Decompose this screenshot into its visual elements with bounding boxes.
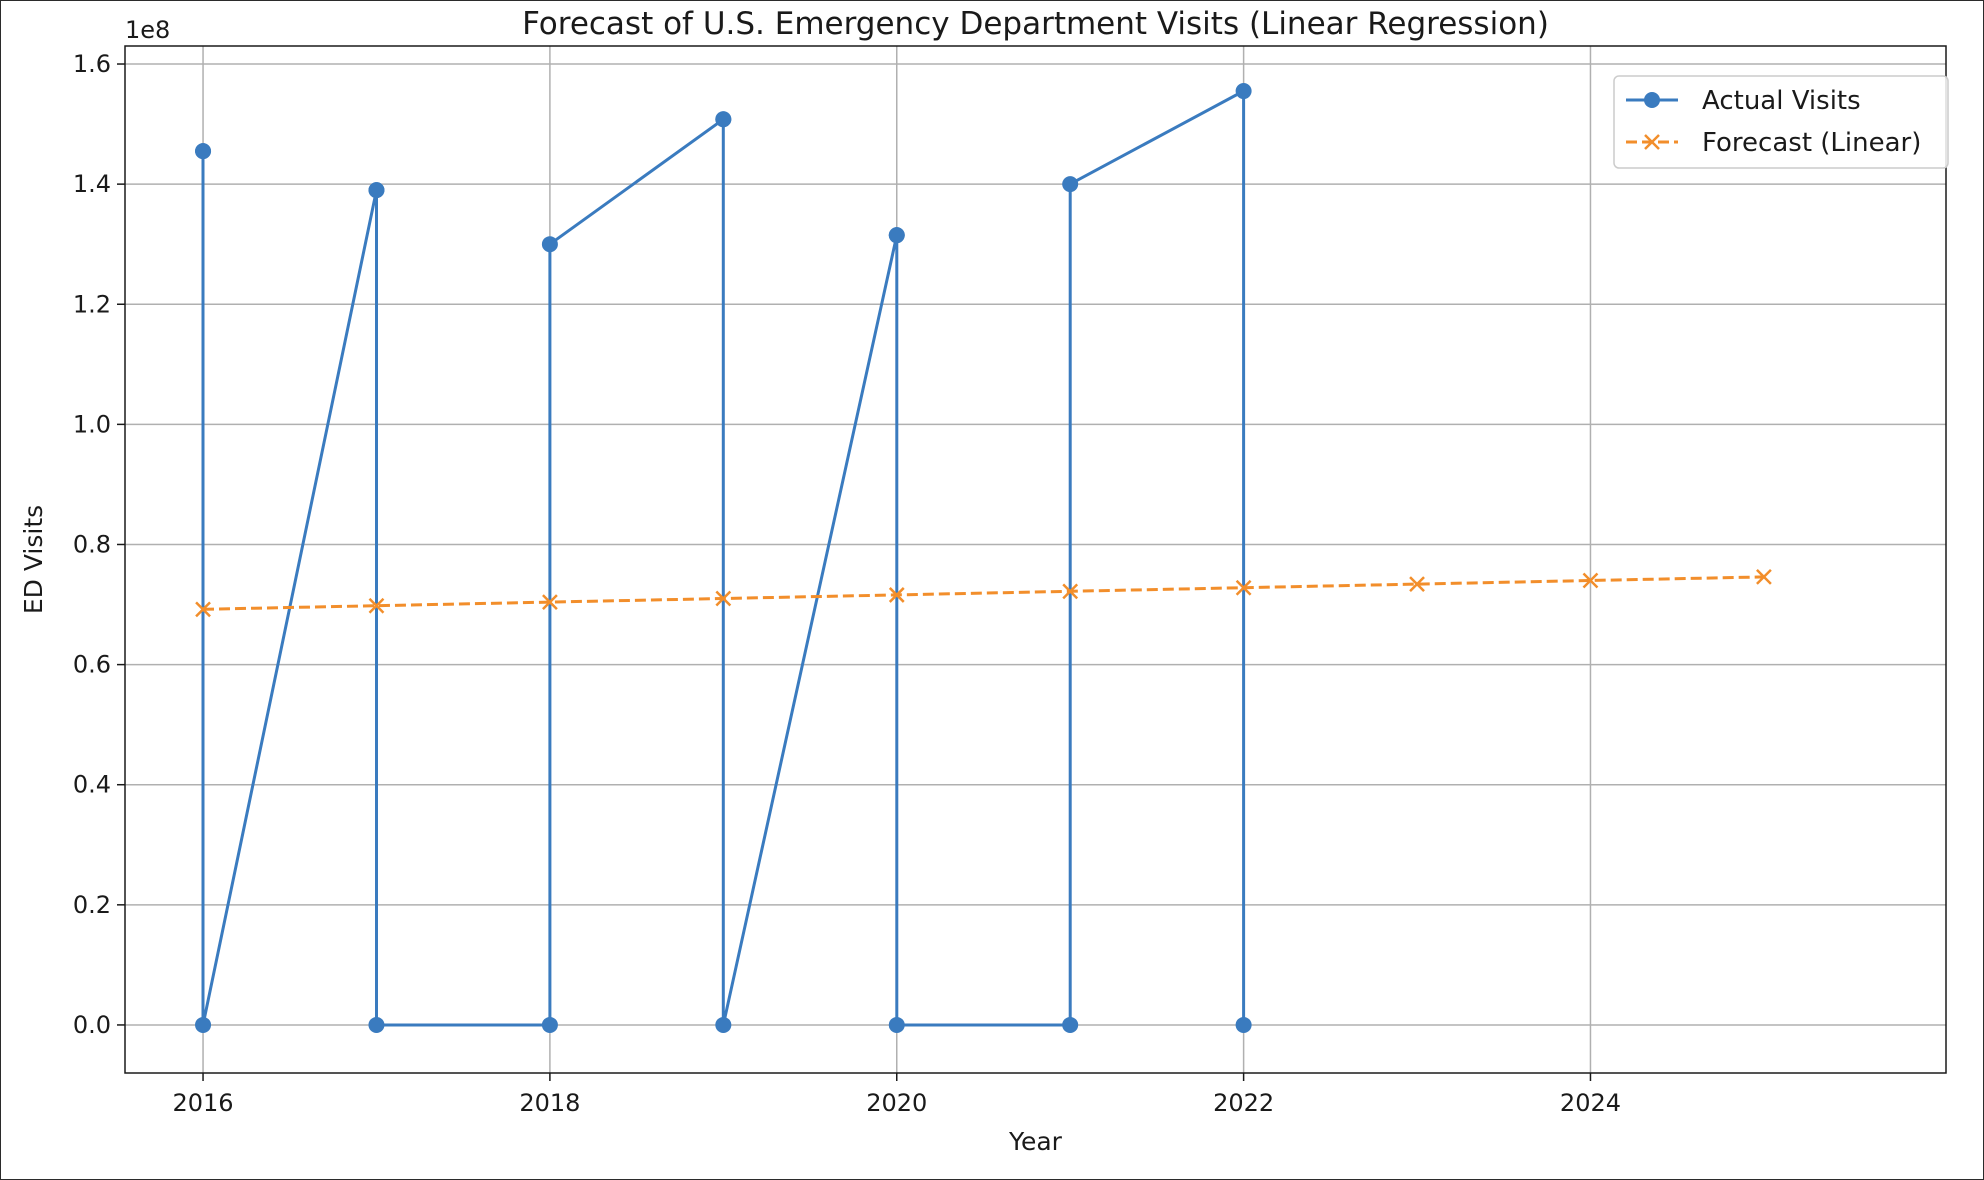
data-point — [1582, 572, 1599, 589]
y-tick-label: 0.8 — [73, 530, 111, 558]
chart-title: Forecast of U.S. Emergency Department Vi… — [522, 6, 1549, 42]
x-tick-label: 2020 — [866, 1089, 927, 1117]
y-tick-label: 0.6 — [73, 651, 111, 679]
grid-lines — [125, 46, 1946, 1073]
x-axis-label: Year — [1008, 1127, 1063, 1156]
series-layer — [195, 83, 1772, 1033]
data-point — [1756, 569, 1772, 585]
x-tick-label: 2018 — [519, 1089, 580, 1117]
data-point — [195, 143, 212, 160]
legend-item: Actual Visits — [1626, 86, 1861, 116]
data-point — [541, 1016, 558, 1033]
data-point — [1235, 1016, 1252, 1033]
series-line — [202, 575, 1764, 611]
plot-border — [124, 45, 1947, 1074]
data-point — [888, 227, 905, 244]
series-forecast-linear — [195, 569, 1772, 618]
data-point — [541, 236, 558, 253]
y-tick-label: 1.6 — [73, 50, 111, 78]
data-point — [368, 597, 385, 614]
legend-marker — [1644, 92, 1660, 108]
legend-label: Actual Visits — [1702, 86, 1861, 116]
data-point — [368, 1016, 385, 1033]
data-point — [888, 1016, 905, 1033]
y-tick-label: 0.4 — [73, 771, 111, 799]
data-point — [195, 601, 211, 618]
data-point — [1235, 83, 1252, 100]
data-point — [715, 1016, 732, 1033]
data-point — [1062, 583, 1079, 600]
series-line — [201, 89, 1246, 1027]
legend-label: Forecast (Linear) — [1702, 128, 1921, 158]
y-tick-label: 1.2 — [73, 290, 111, 318]
x-tick-label: 2016 — [173, 1089, 234, 1117]
x-axis-ticks: 2016 2018 2020 2022 2024 — [173, 1073, 1621, 1117]
legend-marker — [1644, 134, 1660, 150]
legend: Actual Visits Forecast (Linear) — [1613, 75, 1949, 169]
y-axis-label: ED Visits — [19, 505, 48, 614]
legend-box — [1613, 75, 1949, 169]
legend-item: Forecast (Linear) — [1626, 128, 1921, 158]
data-point — [542, 594, 558, 611]
data-point — [888, 587, 905, 603]
data-point — [715, 111, 732, 128]
data-point — [195, 1016, 212, 1033]
data-point — [1235, 579, 1252, 596]
data-point — [368, 182, 385, 199]
data-point — [1409, 576, 1425, 593]
x-tick-label: 2022 — [1213, 1089, 1274, 1117]
y-tick-label: 0.2 — [73, 891, 111, 919]
series-actual-visits — [195, 83, 1252, 1033]
x-tick-label: 2024 — [1560, 1089, 1621, 1117]
y-offset-label: 1e8 — [125, 16, 170, 44]
data-point — [1062, 1016, 1079, 1033]
data-point — [1062, 176, 1079, 193]
y-tick-label: 1.4 — [73, 170, 111, 198]
y-tick-label: 1.0 — [73, 410, 111, 438]
y-axis-ticks: 0.0 0.2 0.4 0.6 0.8 1.0 1.2 1.4 1.6 — [73, 50, 125, 1039]
data-point — [715, 590, 732, 607]
y-tick-label: 0.0 — [73, 1011, 111, 1039]
